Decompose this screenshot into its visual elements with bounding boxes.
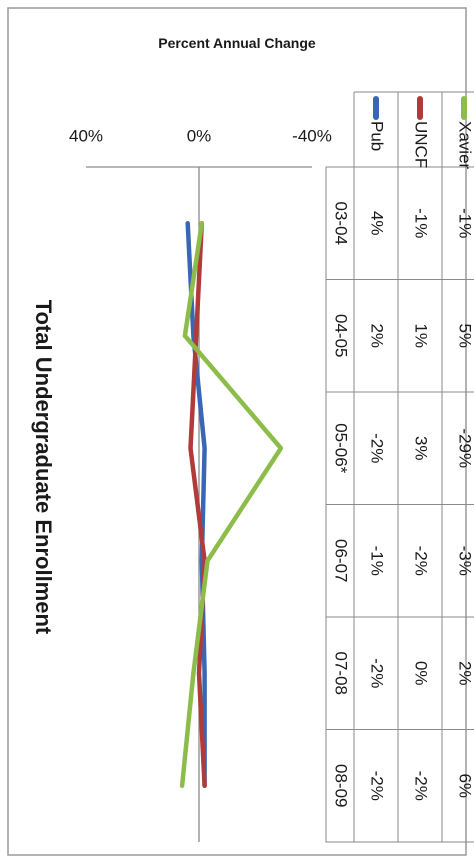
- table-value: -2%: [368, 433, 387, 463]
- table-value: 2%: [368, 323, 387, 348]
- table-value: -2%: [412, 546, 431, 576]
- y-axis-label: Percent Annual Change: [158, 35, 316, 51]
- table-value: 6%: [456, 773, 474, 798]
- series-line: [179, 221, 284, 788]
- table-value: -2%: [412, 771, 431, 801]
- legend-label: Xavier: [456, 121, 474, 170]
- table-value: -29%: [456, 428, 474, 468]
- series-lines: [179, 221, 284, 788]
- data-table: 03-04 04-05 05-06* 06-07 07-08 08-09 Pub 4% 2% -2…: [325, 91, 474, 843]
- table-value: 2%: [456, 661, 474, 686]
- series-line: [185, 221, 207, 788]
- y-tick-labels: 40% 0% -40%: [69, 126, 332, 145]
- legend-label: UNCF: [412, 121, 431, 168]
- table-value: 5%: [456, 323, 474, 348]
- table-value: -2%: [368, 658, 387, 688]
- table-value: 4%: [368, 211, 387, 236]
- x-category-label: 07-08: [332, 652, 351, 695]
- x-category-label: 03-04: [332, 202, 351, 245]
- table-value: 1%: [412, 323, 431, 348]
- table-value: -1%: [368, 546, 387, 576]
- chart-title: Total Undergraduate Enrollment: [31, 300, 56, 635]
- table-value: -2%: [368, 771, 387, 801]
- table-value: 0%: [412, 661, 431, 686]
- x-category-label: 08-09: [332, 764, 351, 807]
- y-tick-label: 0%: [187, 126, 212, 145]
- x-category-label: 06-07: [332, 539, 351, 582]
- table-value: -3%: [456, 546, 474, 576]
- outer-frame: [7, 7, 467, 856]
- y-tick-label: -40%: [292, 126, 332, 145]
- table-value: 3%: [412, 436, 431, 461]
- x-category-label: 04-05: [332, 314, 351, 357]
- x-category-label: 05-06*: [332, 423, 351, 473]
- table-value: -1%: [456, 208, 474, 238]
- series-line: [188, 221, 207, 788]
- legend-label: Pub: [368, 121, 387, 151]
- y-tick-label: 40%: [69, 126, 103, 145]
- table-value: -1%: [412, 208, 431, 238]
